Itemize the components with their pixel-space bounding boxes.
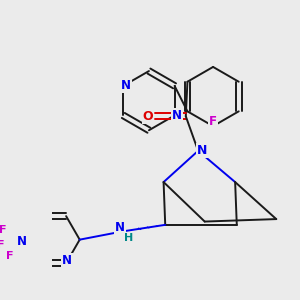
Text: N: N xyxy=(172,109,182,122)
Text: N: N xyxy=(197,144,207,157)
Text: H: H xyxy=(124,233,134,243)
Text: O: O xyxy=(142,110,153,123)
Text: F: F xyxy=(7,250,14,261)
Text: N: N xyxy=(62,254,72,267)
Text: F: F xyxy=(0,240,5,250)
Text: N: N xyxy=(115,221,125,234)
Text: N: N xyxy=(121,79,131,92)
Text: F: F xyxy=(0,225,7,235)
Text: N: N xyxy=(17,235,27,248)
Text: F: F xyxy=(209,115,217,128)
